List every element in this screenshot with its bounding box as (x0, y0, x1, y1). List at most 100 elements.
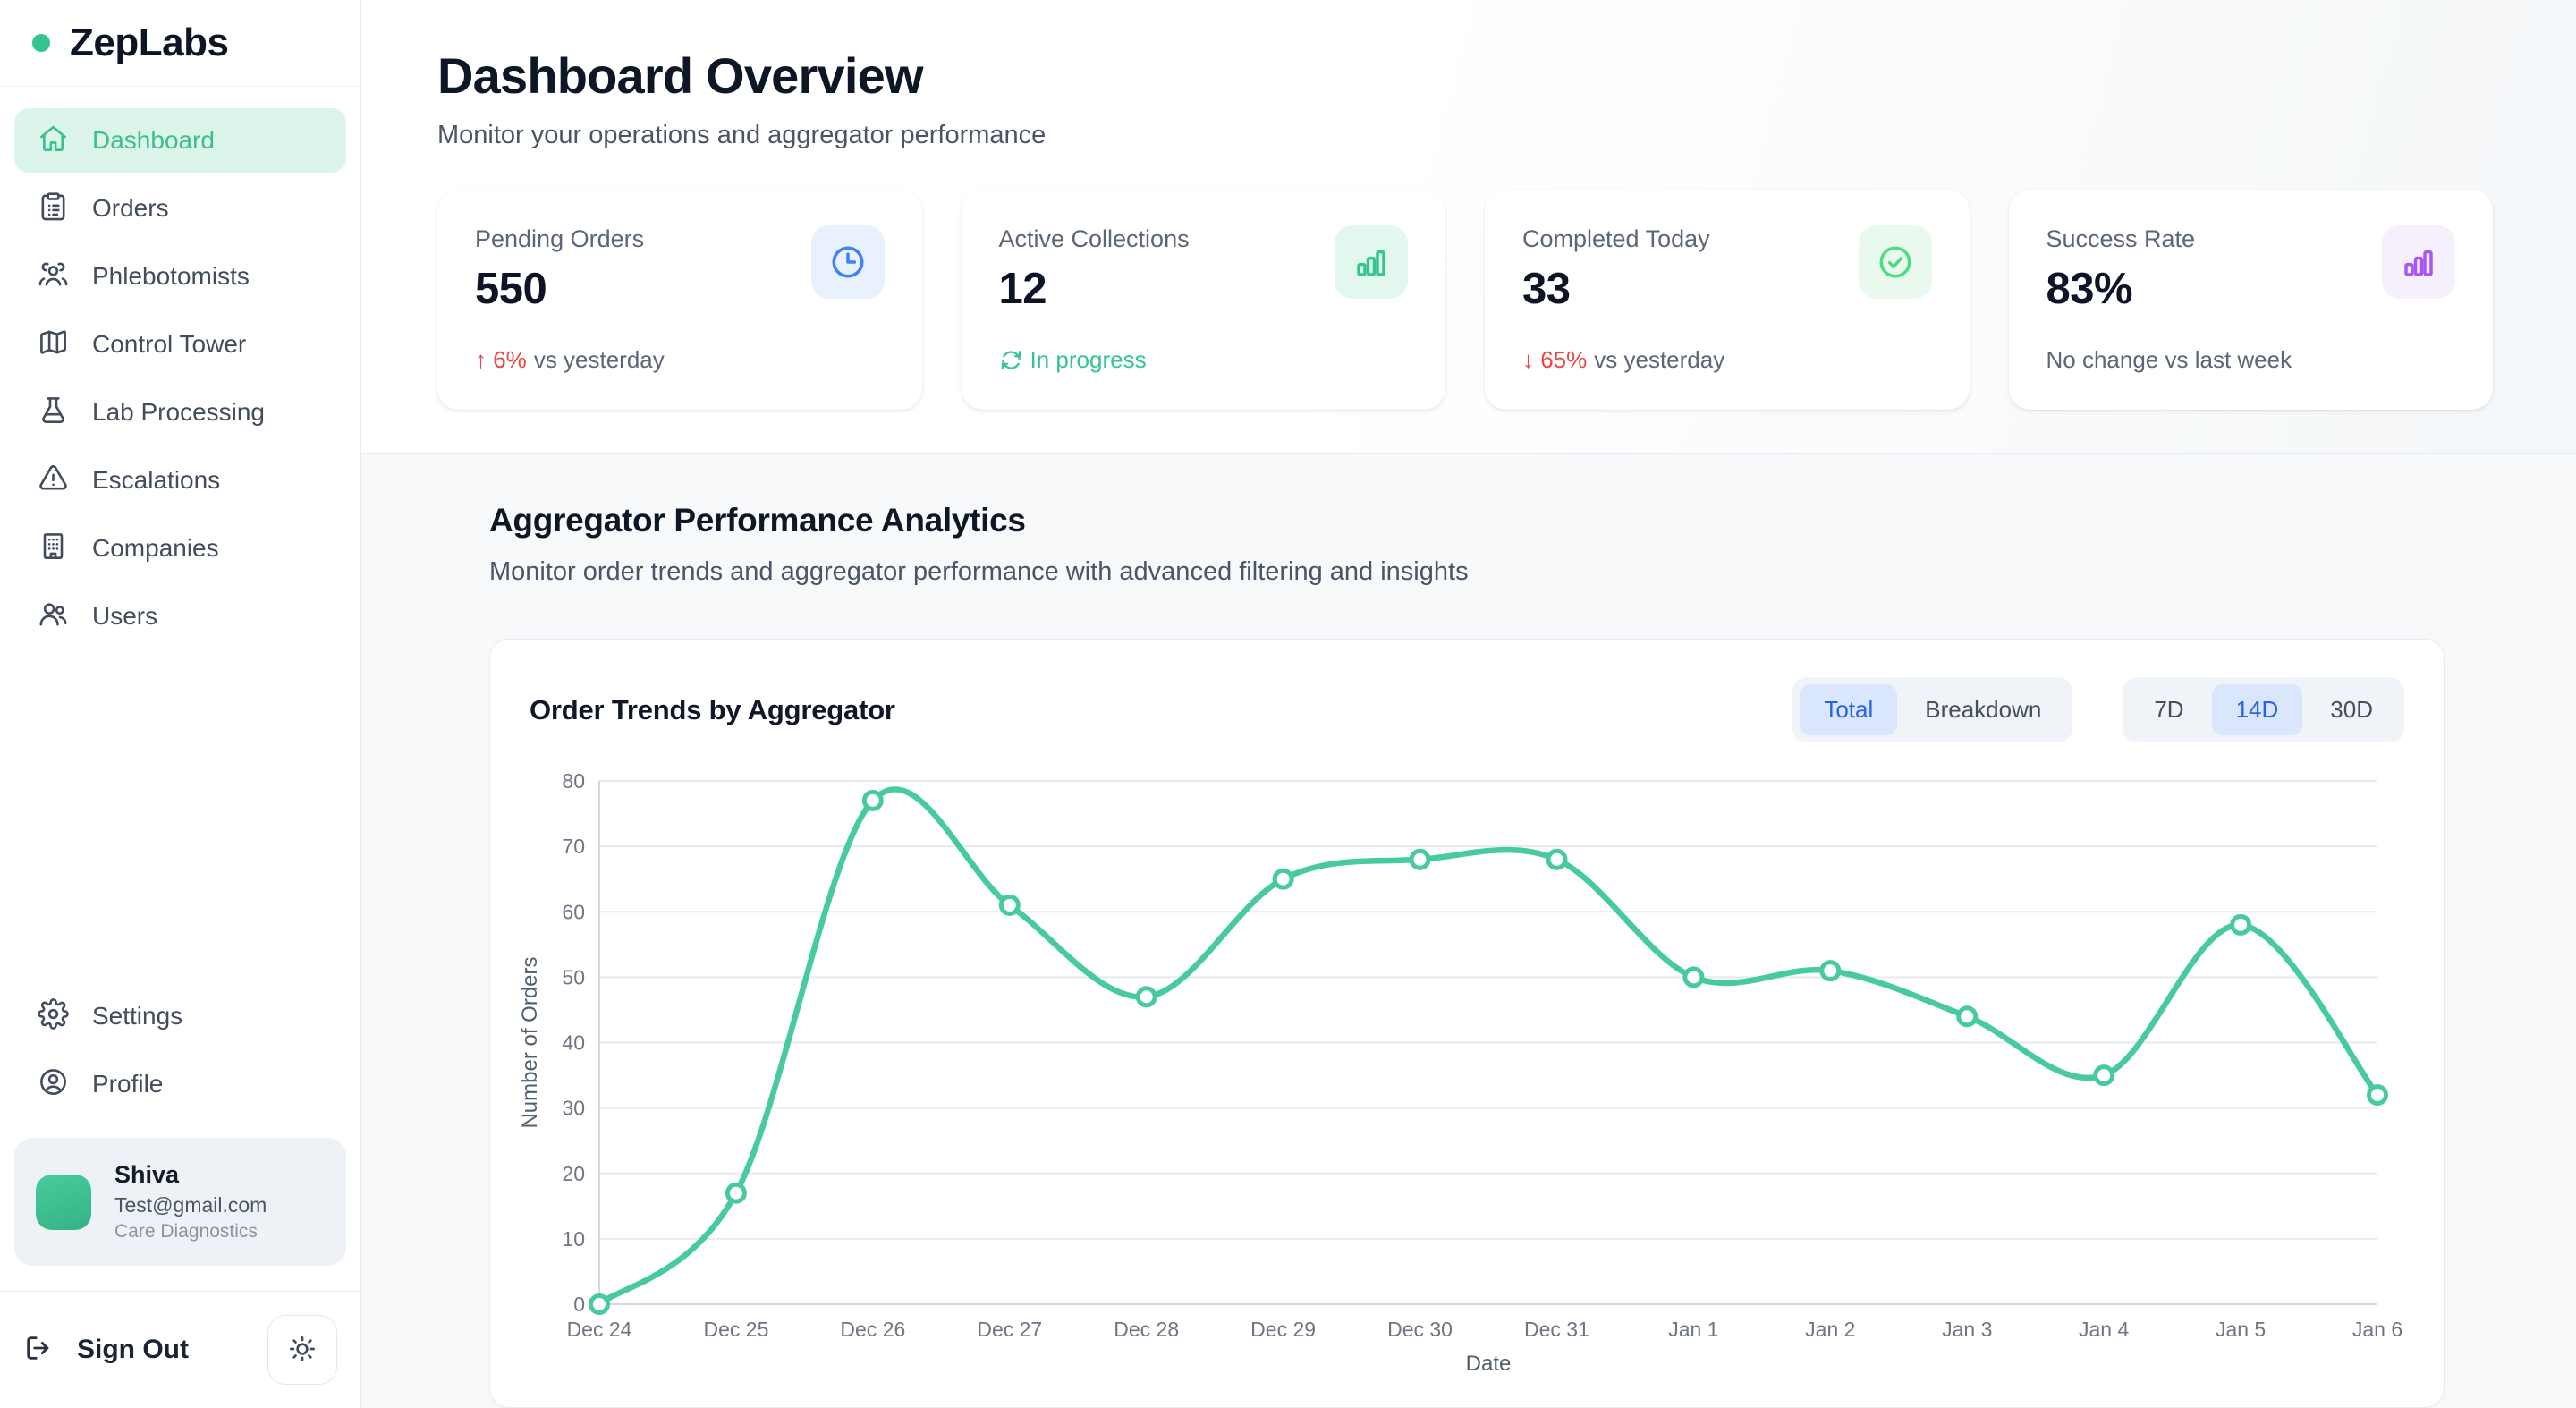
refresh-icon (999, 348, 1023, 372)
svg-text:Dec 30: Dec 30 (1387, 1318, 1453, 1341)
stat-card-pending-orders: Pending Orders 550 ↑ 6% vs yesterday (437, 190, 922, 410)
svg-text:70: 70 (562, 835, 585, 858)
svg-text:10: 10 (562, 1227, 585, 1251)
analytics-subtitle: Monitor order trends and aggregator perf… (489, 557, 1469, 586)
view-toggle-total[interactable]: Total (1800, 684, 1898, 735)
card-label: Active Collections (998, 225, 1190, 252)
range-toggle-30d[interactable]: 30D (2306, 684, 2397, 735)
svg-text:Dec 26: Dec 26 (840, 1318, 905, 1341)
sidebar-nav-secondary: Settings Profile (0, 963, 360, 1120)
up-arrow-icon: ↑ 6% (475, 346, 527, 373)
sidebar-item-dashboard[interactable]: Dashboard (14, 108, 346, 173)
card-value: 550 (475, 265, 547, 313)
main-content: Dashboard Overview Monitor your operatio… (361, 0, 2576, 1408)
card-value: 12 (998, 265, 1047, 313)
svg-text:30: 30 (562, 1097, 585, 1120)
user-card[interactable]: Shiva Test@gmail.com Care Diagnostics (14, 1138, 346, 1266)
people-group-icon (38, 259, 69, 294)
signout-row: Sign Out (0, 1291, 360, 1408)
svg-text:Dec 29: Dec 29 (1250, 1318, 1316, 1341)
svg-text:Dec 24: Dec 24 (567, 1318, 632, 1341)
gear-icon (38, 998, 69, 1034)
svg-text:20: 20 (562, 1162, 585, 1185)
alert-triangle-icon (38, 462, 69, 498)
svg-text:Dec 27: Dec 27 (977, 1318, 1042, 1341)
user-company: Care Diagnostics (114, 1221, 258, 1242)
sidebar-item-lab-processing[interactable]: Lab Processing (14, 380, 346, 445)
card-value: 83% (2046, 265, 2133, 313)
users-icon (38, 598, 69, 634)
brand-logo: ZepLabs (0, 0, 360, 87)
stat-card-active-collections: Active Collections 12 In progress (961, 190, 1445, 410)
svg-text:Jan 6: Jan 6 (2352, 1318, 2402, 1341)
chart-header: Order Trends by Aggregator Total Breakdow… (490, 640, 2444, 742)
analytics-section: Aggregator Performance Analytics Monitor… (361, 454, 2576, 1408)
sidebar-item-companies[interactable]: Companies (14, 516, 346, 581)
card-label: Success Rate (2046, 225, 2196, 252)
sidebar-nav-main: Dashboard Orders Phlebotomists Control Towe… (0, 87, 360, 652)
svg-text:Dec 28: Dec 28 (1114, 1318, 1179, 1341)
brand-name: ZepLabs (70, 21, 229, 64)
card-delta: ↑ 6% vs yesterday (475, 346, 665, 373)
avatar (36, 1174, 91, 1230)
svg-text:Number of Orders: Number of Orders (518, 956, 542, 1128)
card-label: Completed Today (1522, 225, 1710, 252)
sidebar-item-control-tower[interactable]: Control Tower (14, 312, 346, 377)
range-toggle-group: 7D 14D 30D (2123, 677, 2404, 742)
stat-cards: Pending Orders 550 ↑ 6% vs yesterday Active … (437, 190, 2493, 410)
svg-text:50: 50 (562, 965, 585, 988)
theme-toggle-button[interactable] (267, 1315, 337, 1385)
svg-text:Dec 25: Dec 25 (703, 1318, 768, 1341)
sidebar: ZepLabs Dashboard Orders Phlebotomists Cont… (0, 0, 361, 1408)
sign-out-button[interactable]: Sign Out (23, 1333, 189, 1368)
trend-chart: 0 10 20 30 40 50 60 70 80 Dec 24 Dec 25 Dec 26 Dec 2… (490, 768, 2444, 1394)
building-icon (38, 530, 69, 566)
chart-title: Order Trends by Aggregator (530, 693, 895, 725)
bar-chart-icon (1335, 225, 1408, 299)
card-delta: No change vs last week (2046, 346, 2292, 373)
view-toggle-breakdown[interactable]: Breakdown (1901, 684, 2065, 735)
sidebar-bottom: Settings Profile Shiva Test@gmail.com Car… (0, 963, 360, 1408)
flask-icon (38, 394, 69, 430)
svg-text:40: 40 (562, 1031, 585, 1055)
sidebar-item-orders[interactable]: Orders (14, 176, 346, 241)
svg-text:Jan 3: Jan 3 (1942, 1318, 1992, 1341)
card-label: Pending Orders (475, 225, 645, 252)
stat-card-success-rate: Success Rate 83% No change vs last week (2008, 190, 2493, 410)
brand-dot-icon (32, 34, 50, 52)
chart-toggles: Total Breakdown 7D 14D 30D (1792, 677, 2404, 742)
analytics-title: Aggregator Performance Analytics (489, 502, 1026, 539)
sidebar-item-phlebotomists[interactable]: Phlebotomists (14, 244, 346, 309)
svg-text:Jan 5: Jan 5 (2216, 1318, 2266, 1341)
card-value: 33 (1522, 265, 1571, 313)
user-circle-icon (38, 1066, 69, 1102)
check-circle-icon (1858, 225, 1932, 299)
svg-text:Jan 4: Jan 4 (2079, 1318, 2129, 1341)
svg-text:Date: Date (1466, 1352, 1512, 1376)
user-name: Shiva (114, 1161, 180, 1188)
header-band: Dashboard Overview Monitor your operatio… (361, 0, 2576, 454)
clock-icon (810, 225, 885, 299)
svg-text:Jan 2: Jan 2 (1805, 1318, 1855, 1341)
map-icon (38, 327, 69, 362)
stat-card-completed-today: Completed Today 33 ↓ 65% vs yesterday (1485, 190, 1970, 410)
sidebar-item-users[interactable]: Users (14, 584, 346, 649)
sign-out-label: Sign Out (77, 1335, 189, 1364)
sidebar-item-profile[interactable]: Profile (14, 1052, 346, 1116)
sun-icon (288, 1335, 317, 1366)
svg-text:Jan 1: Jan 1 (1668, 1318, 1718, 1341)
range-toggle-14d[interactable]: 14D (2211, 684, 2303, 735)
clipboard-icon (38, 191, 69, 226)
log-out-icon (23, 1333, 54, 1368)
home-icon (38, 123, 69, 158)
svg-text:60: 60 (562, 900, 585, 923)
chart-card: Order Trends by Aggregator Total Breakdow… (489, 639, 2445, 1408)
page-subtitle: Monitor your operations and aggregator p… (437, 121, 1046, 149)
page-title: Dashboard Overview (437, 47, 924, 104)
sidebar-item-settings[interactable]: Settings (14, 984, 346, 1048)
card-delta: ↓ 65% vs yesterday (1522, 346, 1725, 373)
svg-text:80: 80 (562, 769, 585, 793)
range-toggle-7d[interactable]: 7D (2130, 684, 2207, 735)
sidebar-item-escalations[interactable]: Escalations (14, 448, 346, 513)
